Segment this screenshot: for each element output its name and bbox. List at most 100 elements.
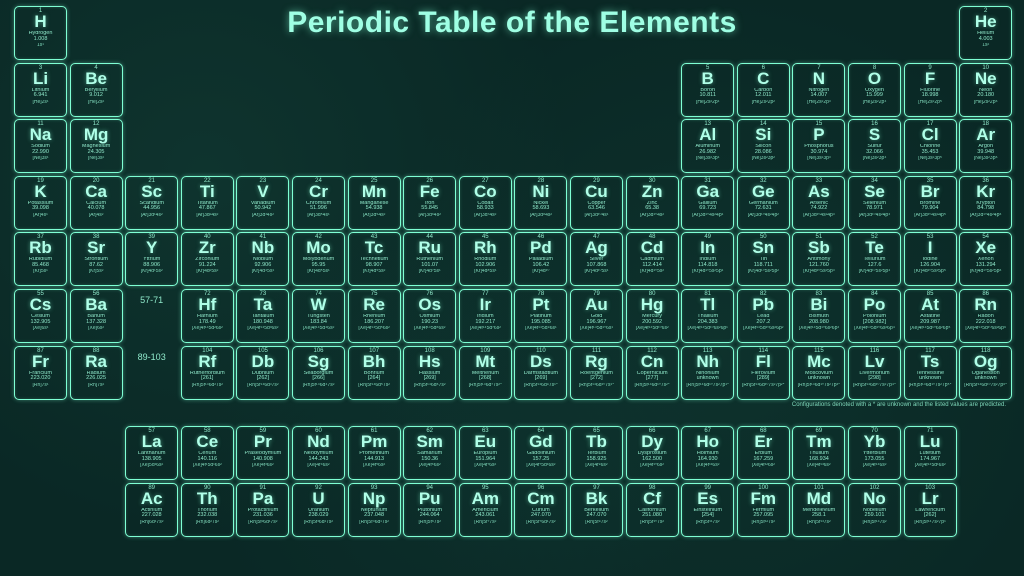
element-cell-ac: 89AcActinium227.028[Rn]6d¹7s² [125, 483, 178, 537]
atomic-mass: 47.867 [182, 206, 233, 212]
atomic-mass: 222.018 [960, 320, 1011, 326]
atomic-mass: 28.086 [738, 150, 789, 156]
element-cell-h: 1HHydrogen1.0081s¹ [14, 6, 67, 60]
electron-config: [Xe]4f⁴6s² [293, 463, 344, 468]
atomic-mass: 95.95 [293, 263, 344, 269]
element-cell-ho: 67HoHolmium164.930[Xe]4f¹¹6s² [681, 426, 734, 480]
element-symbol: La [126, 433, 177, 450]
element-symbol: Tb [571, 433, 622, 450]
element-cell-f: 9FFluorine18.998[He]2s²2p⁵ [904, 63, 957, 117]
element-symbol: Am [460, 490, 511, 507]
electron-config: [Ar]3d⁷4s² [460, 213, 511, 218]
element-symbol: Mn [349, 183, 400, 200]
element-symbol: Np [349, 490, 400, 507]
element-cell-li: 3LiLithium6.941[He]2s¹ [14, 63, 67, 117]
electron-config: [Ne]3s²3p⁵ [905, 156, 956, 161]
element-cell-nh: 113NhNihoniumunknown[Rn]5f¹⁴6d¹⁰7s²7p¹* [681, 346, 734, 400]
element-symbol: Ar [960, 126, 1011, 143]
electron-config: [Xe]4f¹5d¹6s² [182, 463, 233, 468]
element-symbol: B [682, 70, 733, 87]
atomic-mass: 173.055 [849, 457, 900, 463]
element-cell-w: 74WTungsten183.84[Xe]4f¹⁴5d⁴6s² [292, 289, 345, 343]
element-symbol: Ge [738, 183, 789, 200]
element-cell-be: 4BeBeryllium9.012[He]2s² [70, 63, 123, 117]
element-cell-au: 79AuGold196.967[Xe]4f¹⁴5d¹⁰6s¹ [570, 289, 623, 343]
electron-config: [Kr]5s² [71, 269, 122, 274]
element-cell-xe: 54XeXenon131.294[Kr]4d¹⁰5s²5p⁶ [959, 232, 1012, 286]
atomic-mass: 1.008 [15, 37, 66, 43]
element-cell-pr: 59PrPraseodymium140.908[Xe]4f³6s² [236, 426, 289, 480]
element-cell-rb: 37RbRubidium85.468[Kr]5s¹ [14, 232, 67, 286]
electron-config: [Rn]5f²6d¹7s² [237, 520, 288, 525]
atomic-mass: 192.217 [460, 320, 511, 326]
element-symbol: Cd [627, 239, 678, 256]
element-cell-bi: 83BiBismuth208.980[Xe]4f¹⁴5d¹⁰6s²6p³ [792, 289, 845, 343]
element-symbol: Au [571, 296, 622, 313]
element-symbol: Ca [71, 183, 122, 200]
atomic-mass: 50.942 [237, 206, 288, 212]
element-cell-ga: 31GaGallium69.723[Ar]3d¹⁰4s²4p¹ [681, 176, 734, 230]
electron-config: [Xe]4f⁷6s² [460, 463, 511, 468]
atomic-mass: [298] [849, 376, 900, 382]
atomic-mass: 78.971 [849, 206, 900, 212]
element-symbol: Cr [293, 183, 344, 200]
element-symbol: Ne [960, 70, 1011, 87]
element-symbol: Es [682, 490, 733, 507]
element-symbol: Hs [404, 353, 455, 370]
element-symbol: Cn [627, 353, 678, 370]
element-symbol: W [293, 296, 344, 313]
element-cell-sn: 50SnTin118.711[Kr]4d¹⁰5s²5p² [737, 232, 790, 286]
element-cell-hg: 80HgMercury200.592[Xe]4f¹⁴5d¹⁰6s² [626, 289, 679, 343]
element-symbol: Rn [960, 296, 1011, 313]
element-symbol: Ir [460, 296, 511, 313]
electron-config: [Kr]4d¹⁰5s²5p⁴ [849, 269, 900, 274]
element-cell-ba: 56BaBarium137.328[Xe]6s² [70, 289, 123, 343]
atomic-mass: 180.948 [237, 320, 288, 326]
element-symbol: Tc [349, 239, 400, 256]
atomic-mass: 138.905 [126, 457, 177, 463]
element-cell-v: 23VVanadium50.942[Ar]3d³4s² [236, 176, 289, 230]
electron-config: [Rn]5f⁷6d¹7s² [515, 520, 566, 525]
element-cell-th: 90ThThorium232.038[Rn]6d²7s² [181, 483, 234, 537]
atomic-mass: [208.982] [849, 320, 900, 326]
atomic-mass: 39.098 [15, 206, 66, 212]
element-symbol: Pr [237, 433, 288, 450]
atomic-mass: 247.070 [515, 513, 566, 519]
element-symbol: Pa [237, 490, 288, 507]
electron-config: [Ar]3d¹⁰4s²4p⁵ [905, 213, 956, 218]
element-cell-b: 5BBoron10.811[He]2s²2p¹ [681, 63, 734, 117]
element-symbol: Hg [627, 296, 678, 313]
electron-config: [Ne]3s²3p² [738, 156, 789, 161]
element-symbol: Sg [293, 353, 344, 370]
atomic-mass: 174.967 [905, 457, 956, 463]
electron-config: [Xe]4f¹⁴5d⁷6s² [460, 326, 511, 331]
element-symbol: Te [849, 239, 900, 256]
electron-config: [Xe]4f⁷5d¹6s² [515, 463, 566, 468]
element-cell-fe: 26FeIron55.845[Ar]3d⁶4s² [403, 176, 456, 230]
element-cell-rh: 45RhRhodium102.906[Kr]4d⁸5s¹ [459, 232, 512, 286]
electron-config: [Ar]3d⁵4s² [349, 213, 400, 218]
atomic-mass: 140.908 [237, 457, 288, 463]
atomic-mass: 69.723 [682, 206, 733, 212]
electron-config: [Kr]4d¹⁰5s²5p² [738, 269, 789, 274]
atomic-mass: 144.243 [293, 457, 344, 463]
element-cell-la: 57LaLanthanum138.905[Xe]5d¹6s² [125, 426, 178, 480]
atomic-mass: 190.23 [404, 320, 455, 326]
element-cell-md: 101MdMendelevium258.1[Rn]5f¹³7s² [792, 483, 845, 537]
electron-config: [Xe]4f⁵6s² [349, 463, 400, 468]
atomic-mass: 243.061 [460, 513, 511, 519]
electron-config: [He]2s²2p² [738, 100, 789, 105]
element-cell-al: 13AlAluminum26.982[Ne]3s²3p¹ [681, 119, 734, 173]
electron-config: [Rn]5f¹⁴6d¹⁰7s²7p⁵* [905, 383, 956, 388]
element-symbol: He [960, 13, 1011, 30]
atomic-mass: 87.62 [71, 263, 122, 269]
element-symbol: Ga [682, 183, 733, 200]
element-cell-ts: 117TsTennessineunknown[Rn]5f¹⁴6d¹⁰7s²7p⁵… [904, 346, 957, 400]
element-cell-i: 53IIodine126.904[Kr]4d¹⁰5s²5p⁵ [904, 232, 957, 286]
element-cell-yb: 70YbYtterbium173.055[Xe]4f¹⁴6s² [848, 426, 901, 480]
element-symbol: Md [793, 490, 844, 507]
page-title: Periodic Table of the Elements [0, 0, 1024, 40]
electron-config: [Ne]3s²3p⁴ [849, 156, 900, 161]
atomic-mass: 167.259 [738, 457, 789, 463]
element-cell-nd: 60NdNeodymium144.243[Xe]4f⁴6s² [292, 426, 345, 480]
